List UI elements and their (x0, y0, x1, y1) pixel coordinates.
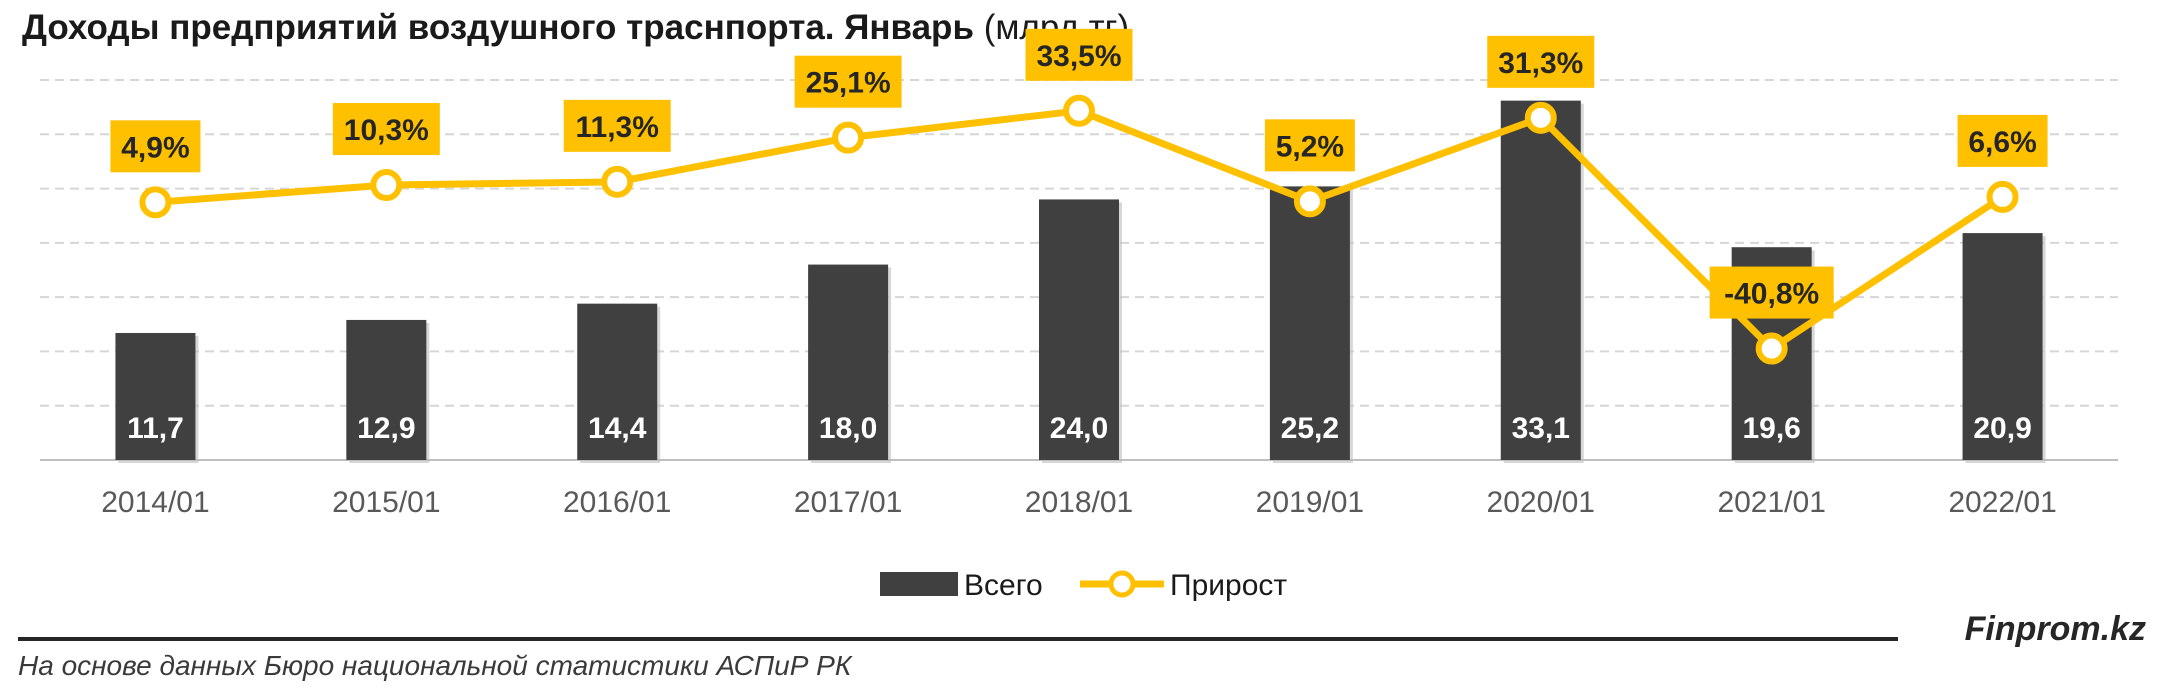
line-data-label: 5,2% (1276, 130, 1344, 163)
bar (1269, 186, 1350, 460)
bar-data-label: 12,9 (357, 412, 415, 445)
line-label-box (563, 99, 671, 152)
line-label-box (1264, 119, 1355, 172)
bar (115, 332, 196, 460)
line-data-label: 33,5% (1036, 40, 1121, 73)
x-tick-label: 2016/01 (563, 486, 671, 519)
bar-data-label: 19,6 (1742, 412, 1800, 445)
footer-divider (18, 637, 1898, 641)
line-series (139, 94, 2019, 365)
line-point (1524, 101, 1557, 134)
line-data-label: 6,6% (1968, 126, 2036, 159)
line-data-label: 31,3% (1498, 47, 1583, 80)
line-label-box (110, 120, 201, 173)
bar-data-label: 24,0 (1050, 412, 1108, 445)
line-point (1293, 185, 1326, 218)
x-tick-label: 2021/01 (1717, 486, 1825, 519)
legend-swatch-marker (1108, 570, 1136, 598)
line-point (139, 186, 172, 219)
line-point (832, 121, 865, 154)
x-tick-label: 2015/01 (332, 486, 440, 519)
legend: Всего Прирост (880, 569, 1287, 602)
x-tick-label: 2017/01 (794, 486, 902, 519)
line-point (1986, 180, 2019, 213)
legend-swatch-bar (880, 572, 958, 596)
x-tick-label: 2020/01 (1487, 486, 1595, 519)
chart-title: Доходы предприятий воздушного траснпорта… (22, 8, 1129, 48)
line-point (601, 165, 634, 198)
brand-logo-text: Finprom.kz (1964, 610, 2146, 648)
bar-data-labels: 11,7 12,9 14,4 18,0 24,0 25,2 33,1 19,6 20,9 (127, 412, 2032, 445)
line-data-label: 25,1% (806, 67, 891, 100)
bar-data-label: 14,4 (588, 412, 647, 445)
bar (1962, 233, 2043, 460)
line-label-box (794, 55, 902, 108)
chart-title-main: Доходы предприятий воздушного траснпорта… (22, 8, 974, 47)
bar-data-label: 18,0 (819, 412, 877, 445)
bar (1500, 100, 1581, 460)
line-data-label: 10,3% (344, 114, 429, 147)
source-note: На основе данных Бюро национальной стати… (18, 650, 852, 681)
x-tick-label: 2019/01 (1256, 486, 1364, 519)
line-label-box (1709, 266, 1834, 319)
x-tick-label: 2018/01 (1025, 486, 1133, 519)
x-axis-tick-labels: 2014/01 2015/01 2016/01 2017/01 2018/01 2019/… (101, 486, 2057, 519)
x-tick-label: 2014/01 (101, 486, 209, 519)
line-data-labels: 4,9% 10,3% 11,3% 25,1% 33,5% 5,2% 31,3% -40,8% 6… (110, 28, 2048, 319)
bar (1039, 199, 1119, 460)
x-tick-label: 2022/01 (1948, 486, 2056, 519)
bar (577, 303, 658, 460)
line-data-label: 11,3% (576, 111, 659, 144)
bar (346, 319, 427, 460)
line-point (1755, 332, 1788, 365)
line-label-box (332, 103, 440, 156)
line-data-label: 4,9% (121, 131, 189, 164)
chart: 11,7 12,9 14,4 18,0 24,0 25,2 33,1 19,6 20,9 201… (40, 28, 2118, 602)
line-label-box (1487, 35, 1595, 88)
line-point (370, 169, 403, 202)
legend-label-bar: Всего (964, 569, 1043, 602)
line-label-box (1957, 114, 2048, 167)
line-point (1063, 94, 1095, 127)
line-data-label: -40,8% (1724, 278, 1819, 311)
legend-label-line: Прирост (1170, 569, 1287, 602)
bar-data-label: 11,7 (127, 412, 184, 445)
line-label-box (1025, 28, 1133, 81)
bar (808, 264, 889, 460)
bar-data-label: 20,9 (1973, 412, 2031, 445)
bar-data-label: 25,2 (1281, 412, 1339, 445)
bar-data-label: 33,1 (1512, 412, 1570, 445)
